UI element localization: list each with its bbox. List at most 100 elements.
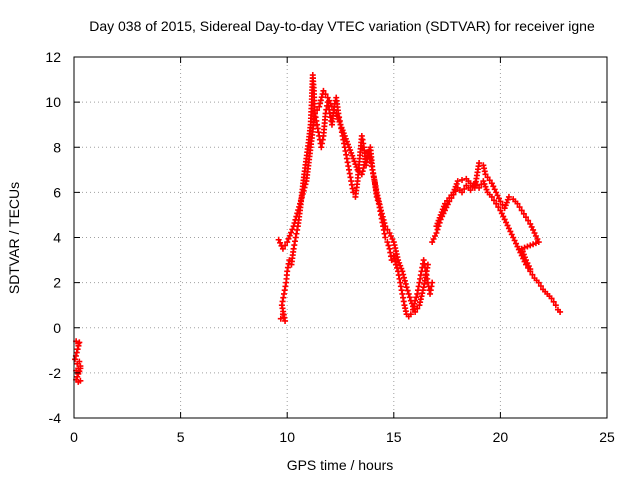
data-point (433, 229, 440, 236)
y-tick-label: -2 (49, 365, 62, 381)
data-point (525, 263, 532, 270)
data-point (507, 228, 514, 235)
y-tick-label: 2 (53, 275, 61, 291)
data-point (351, 158, 358, 165)
data-point (300, 187, 307, 194)
data-point (459, 176, 466, 183)
x-tick-label: 10 (279, 429, 295, 445)
chart-title: Day 038 of 2015, Sidereal Day-to-day VTE… (89, 18, 595, 34)
data-point (504, 222, 511, 229)
data-point (346, 144, 353, 151)
data-point (384, 239, 391, 246)
y-tick-label: 12 (45, 49, 61, 65)
y-tick-labels: -4 -2 0 2 4 6 8 10 12 (45, 49, 61, 426)
data-point (291, 219, 298, 226)
y-tick-label: 4 (53, 230, 61, 246)
data-point (285, 235, 292, 242)
data-point (532, 240, 539, 247)
data-point (76, 339, 83, 346)
data-point (75, 371, 82, 378)
data-point (328, 103, 335, 110)
data-point (522, 214, 529, 221)
x-tick-labels: 0 5 10 15 20 25 (70, 429, 615, 445)
data-point (501, 205, 508, 212)
series-second-hump-upper (433, 160, 542, 273)
data-point (531, 229, 538, 236)
data-point (520, 251, 527, 258)
data-point (322, 91, 329, 98)
x-axis-label: GPS time / hours (287, 457, 394, 473)
data-point (318, 94, 325, 101)
data-point (299, 190, 306, 197)
data-point (429, 279, 436, 286)
data-point (74, 373, 81, 380)
data-point (450, 189, 457, 196)
data-point (502, 202, 509, 209)
data-point (340, 130, 347, 137)
data-point (521, 244, 528, 251)
data-point (488, 193, 495, 200)
data-point (279, 245, 286, 252)
data-point (510, 234, 517, 241)
y-tick-label: 8 (53, 139, 61, 155)
data-point (380, 216, 387, 223)
data-point (514, 200, 521, 207)
data-point (75, 342, 82, 349)
data-point (398, 265, 405, 272)
data-point (339, 127, 346, 134)
data-point (361, 161, 368, 168)
data-point (494, 192, 501, 199)
data-point (400, 271, 407, 278)
data-point (295, 207, 302, 214)
data-point (277, 239, 284, 246)
data-point (406, 294, 413, 301)
data-point (407, 311, 414, 318)
data-point (320, 87, 327, 94)
data-point (498, 210, 505, 217)
data-point (298, 194, 305, 201)
data-point (311, 110, 318, 117)
data-point (530, 241, 537, 248)
ticks (73, 56, 608, 419)
data-point (275, 236, 282, 243)
data-point (528, 223, 535, 230)
data-point (327, 100, 334, 107)
data-point (403, 284, 410, 291)
data-point (302, 181, 309, 188)
data-point (548, 295, 555, 302)
data-point (518, 207, 525, 214)
data-point (488, 180, 495, 187)
data-point (532, 232, 539, 239)
data-point (317, 100, 324, 107)
data-point (493, 189, 500, 196)
data-point (386, 229, 393, 236)
data-point (493, 200, 500, 207)
data-point (518, 245, 525, 252)
data-point (482, 171, 489, 178)
data-point (508, 231, 515, 238)
data-point (335, 116, 342, 123)
data-point (76, 358, 83, 365)
data-point (395, 257, 402, 264)
x-tick-label: 15 (386, 429, 402, 445)
data-point (317, 97, 324, 104)
data-point (503, 219, 510, 226)
data-point (289, 226, 296, 233)
data-point (384, 226, 391, 233)
data-point (516, 204, 523, 211)
data-point (358, 171, 365, 178)
data-point (430, 236, 437, 243)
data-point (338, 124, 345, 131)
data-point (500, 213, 507, 220)
data-point (294, 210, 301, 217)
data-point (347, 147, 354, 154)
data-point (436, 214, 443, 221)
y-tick-label: -4 (49, 410, 62, 426)
data-point (435, 217, 442, 224)
data-point (363, 155, 370, 162)
data-point (350, 155, 357, 162)
data-point (337, 121, 344, 128)
data-point (413, 294, 420, 301)
data-point (378, 207, 385, 214)
data-point (336, 118, 343, 125)
